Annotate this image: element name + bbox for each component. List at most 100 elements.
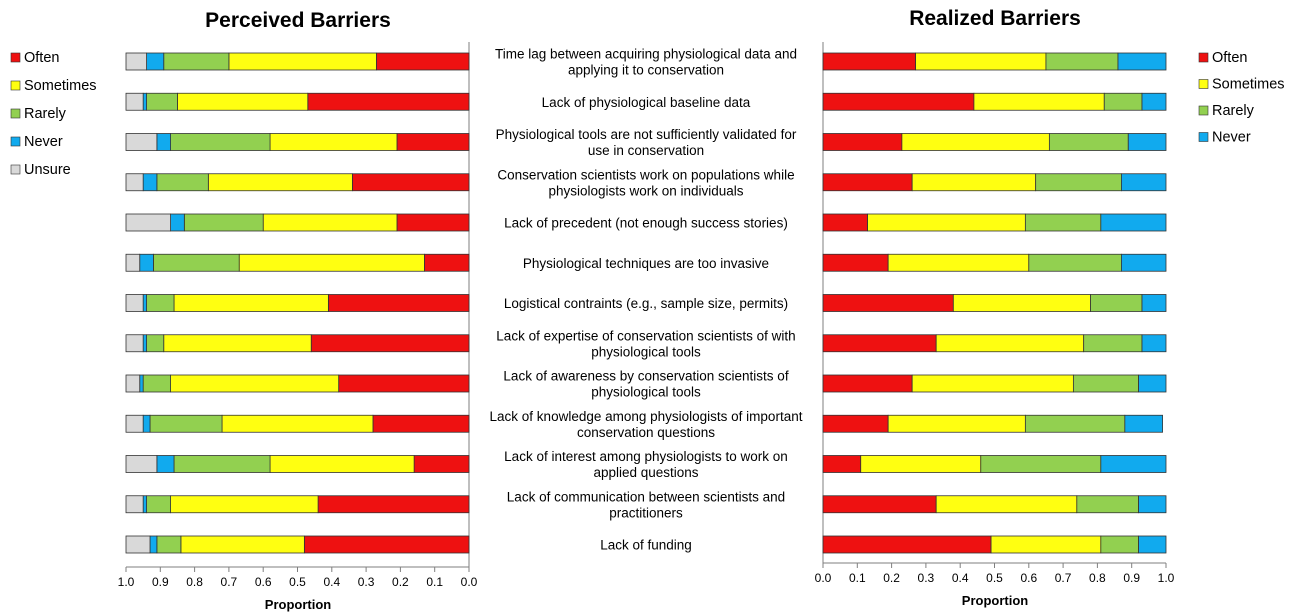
realized-bar-often xyxy=(822,52,917,71)
perceived-bar-unsure xyxy=(125,92,144,111)
realized-legend-swatch-sometimes xyxy=(1198,79,1209,89)
perceived-bar-never xyxy=(142,294,147,312)
realized-bar-sometimes xyxy=(915,52,1047,71)
realized-bar-often xyxy=(822,253,889,272)
perceived-bar-never xyxy=(149,535,158,554)
realized-legend: Often Sometimes Rarely Never xyxy=(1198,50,1285,146)
category-label: Lack of physiological baseline data xyxy=(542,95,751,110)
perceived-bar-never xyxy=(142,173,158,192)
perceived-legend-label-sometimes: Sometimes xyxy=(24,78,97,94)
realized-x-axis: 0.0 0.1 0.2 0.3 0.4 0.5 0.6 0.7 0.8 0.9 1.0 xyxy=(815,42,1175,585)
realized-bar-often xyxy=(822,294,954,312)
realized-bar-rarely xyxy=(1103,92,1143,111)
perceived-bar-sometimes xyxy=(221,414,374,433)
perceived-bar-unsure xyxy=(125,133,158,151)
realized-bar-rarely xyxy=(1045,52,1119,71)
perceived-bar-rarely xyxy=(163,52,230,71)
category-label: Physiological tools are not sufficiently… xyxy=(496,127,797,158)
category-label: Lack of precedent (not enough success st… xyxy=(504,216,788,231)
perceived-tick-label: 0.9 xyxy=(152,575,169,589)
perceived-bar-never xyxy=(142,414,151,433)
perceived-bar-often xyxy=(375,52,470,71)
realized-legend-label-rarely: Rarely xyxy=(1212,103,1255,119)
perceived-bar-rarely xyxy=(146,334,165,353)
realized-bar-never xyxy=(1100,455,1167,473)
perceived-tick-label: 0.2 xyxy=(392,575,409,589)
perceived-bar-sometimes xyxy=(170,374,340,393)
category-label-line: conservation questions xyxy=(577,425,715,440)
realized-tick-label: 0.1 xyxy=(849,571,866,585)
perceived-bar-unsure xyxy=(125,374,141,393)
realized-bar-sometimes xyxy=(867,213,1026,232)
perceived-bar-sometimes xyxy=(207,173,353,192)
perceived-bar-often xyxy=(396,213,470,232)
perceived-bar-rarely xyxy=(142,374,171,393)
perceived-legend-label-never: Never xyxy=(24,134,63,150)
realized-tick-label: 0.6 xyxy=(1020,571,1037,585)
category-label-line: use in conservation xyxy=(588,143,704,158)
perceived-bar-rarely xyxy=(170,133,271,151)
category-label: Lack of funding xyxy=(600,538,692,553)
realized-bar-often xyxy=(822,495,937,514)
perceived-bar-rarely xyxy=(156,173,209,192)
perceived-bar-rarely xyxy=(149,414,223,433)
realized-tick-label: 0.0 xyxy=(815,571,832,585)
realized-bar-often xyxy=(822,334,937,353)
realized-bar-rarely xyxy=(1100,535,1139,554)
perceived-bar-rarely xyxy=(146,294,175,312)
category-label: Lack of communication between scientists… xyxy=(507,489,785,520)
realized-bar-rarely xyxy=(1028,253,1122,272)
realized-bar-never xyxy=(1117,52,1167,71)
perceived-bar-sometimes xyxy=(163,334,312,353)
realized-legend-swatch-rarely xyxy=(1198,105,1209,116)
perceived-x-axis-label: Proportion xyxy=(265,597,331,612)
realized-bar-sometimes xyxy=(901,133,1050,151)
category-label-line: Time lag between acquiring physiological… xyxy=(495,47,797,62)
realized-bar-never xyxy=(1127,133,1167,151)
realized-bar-never xyxy=(1138,535,1167,554)
category-label: Conservation scientists work on populati… xyxy=(497,167,794,198)
realized-bar-often xyxy=(822,414,889,433)
realized-bar-never xyxy=(1141,92,1167,111)
perceived-bar-rarely xyxy=(146,495,171,514)
realized-bar-often xyxy=(822,213,868,232)
perceived-bar-never xyxy=(139,253,154,272)
realized-bar-rarely xyxy=(1048,133,1129,151)
realized-tick-label: 0.3 xyxy=(918,571,935,585)
perceived-legend-label-unsure: Unsure xyxy=(24,162,71,178)
realized-tick-label: 0.9 xyxy=(1123,571,1140,585)
realized-legend-swatch-never xyxy=(1198,132,1209,142)
perceived-legend-label-rarely: Rarely xyxy=(24,106,67,122)
perceived-bar-sometimes xyxy=(173,294,329,312)
perceived-x-axis: 1.0 0.9 0.8 0.7 0.6 0.5 0.4 0.3 0.2 0.1 0.0 xyxy=(118,42,478,589)
realized-bar-rarely xyxy=(1035,173,1122,192)
realized-legend-swatch-often xyxy=(1198,52,1209,63)
perceived-tick-label: 0.7 xyxy=(221,575,238,589)
realized-bar-often xyxy=(822,133,903,151)
realized-legend-label-sometimes: Sometimes xyxy=(1212,77,1285,93)
realized-bar-sometimes xyxy=(911,173,1037,192)
perceived-bar-sometimes xyxy=(269,133,398,151)
perceived-bar-sometimes xyxy=(177,92,309,111)
perceived-bar-sometimes xyxy=(180,535,305,554)
perceived-bar-unsure xyxy=(125,495,144,514)
perceived-bar-rarely xyxy=(153,253,240,272)
perceived-bar-often xyxy=(327,294,470,312)
perceived-bar-unsure xyxy=(125,334,144,353)
perceived-bar-never xyxy=(142,334,147,353)
category-label-line: physiological tools xyxy=(591,344,701,359)
perceived-bar-never xyxy=(156,133,171,151)
perceived-bar-unsure xyxy=(125,535,151,554)
perceived-bar-rarely xyxy=(183,213,264,232)
category-label-line: practitioners xyxy=(609,505,683,520)
perceived-bar-often xyxy=(307,92,470,111)
category-label: Lack of interest among physiologists to … xyxy=(504,449,788,480)
perceived-tick-label: 1.0 xyxy=(118,575,135,589)
perceived-bar-unsure xyxy=(125,294,144,312)
perceived-bar-rarely xyxy=(173,455,271,473)
perceived-bar-unsure xyxy=(125,173,144,192)
realized-bar-never xyxy=(1124,414,1163,433)
realized-bar-never xyxy=(1121,173,1167,192)
realized-bar-never xyxy=(1138,495,1167,514)
